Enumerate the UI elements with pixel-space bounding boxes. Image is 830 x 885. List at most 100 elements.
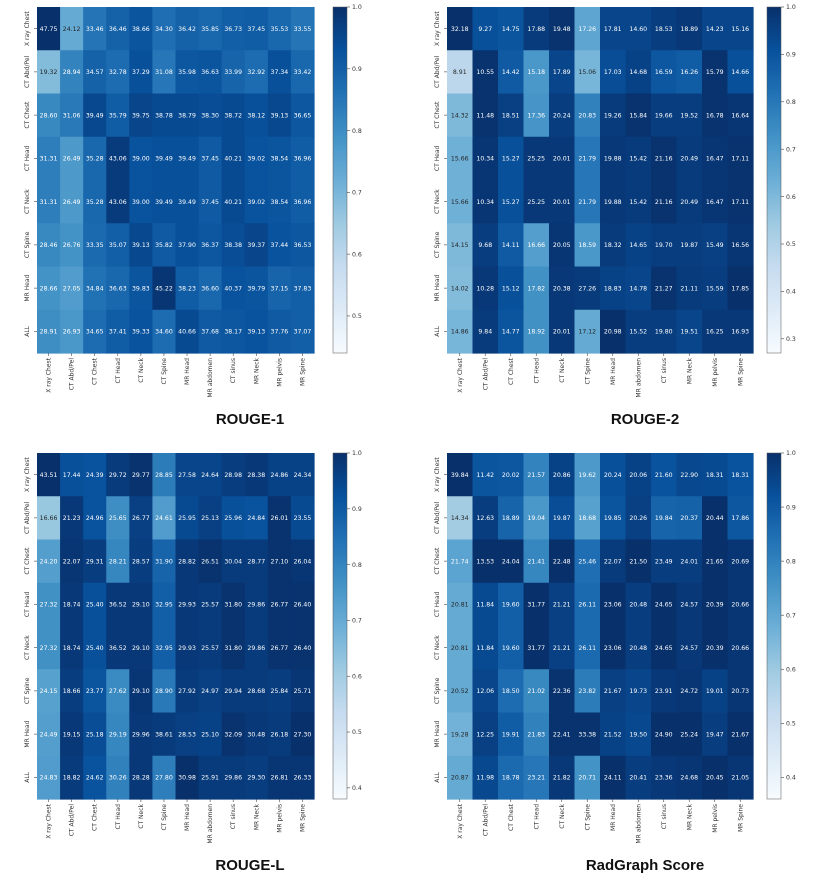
cell-value-label: 20.86 [553, 472, 571, 479]
colorbar-tick-label: 1.0 [352, 4, 362, 11]
row-tick-label: CT Chest [434, 101, 441, 129]
heatmap-cell [244, 582, 269, 627]
cell-value-label: 45.22 [155, 285, 173, 292]
cell-value-label: 21.57 [527, 472, 545, 479]
cell-value-label: 14.32 [451, 112, 469, 119]
col-tick-label: MR pelvis [712, 358, 719, 387]
heatmap-cell [152, 180, 177, 224]
cell-value-label: 28.28 [132, 775, 150, 782]
row-tick-label: X ray Chest [24, 457, 31, 492]
cell-value-label: 23.77 [86, 688, 104, 695]
heatmap-cell [244, 223, 269, 268]
heatmap-cell [651, 669, 678, 714]
cell-value-label: 27.26 [578, 285, 596, 292]
cell-value-label: 20.01 [553, 156, 571, 163]
heatmap-cell [267, 453, 292, 497]
cell-value-label: 19.85 [604, 515, 622, 522]
cell-value-label: 17.11 [731, 199, 749, 206]
cell-value-label: 39.49 [178, 199, 196, 206]
cell-value-label: 28.53 [178, 731, 196, 738]
cell-value-label: 24.49 [40, 731, 58, 738]
heatmap-cell [129, 180, 154, 224]
heatmap-cell [447, 266, 474, 311]
col-tick-label: CT Chest [92, 357, 99, 385]
heatmap-cell [574, 180, 601, 224]
heatmap-cell [290, 180, 315, 224]
heatmap-cell [523, 136, 550, 181]
cell-value-label: 19.15 [63, 731, 81, 738]
cell-value-label: 11.98 [476, 775, 494, 782]
heatmap-cell [651, 50, 678, 95]
heatmap-cell [60, 223, 84, 268]
heatmap-cell [244, 626, 269, 670]
cell-value-label: 23.36 [655, 775, 673, 782]
row-tick-label: CT Head [434, 145, 441, 171]
heatmap-cell [702, 50, 729, 95]
heatmap-cell [498, 496, 525, 541]
cell-value-label: 17.44 [63, 472, 81, 479]
cell-value-label: 39.33 [132, 329, 150, 336]
colorbar [766, 6, 782, 354]
cell-value-label: 18.59 [578, 242, 596, 249]
cell-value-label: 36.73 [224, 26, 242, 33]
cell-value-label: 12.06 [476, 688, 494, 695]
heatmap-cell [175, 93, 200, 138]
heatmap-cell [83, 180, 107, 224]
row-tick-label: CT Abd/Pel [24, 501, 31, 534]
heatmap-cell [129, 50, 154, 95]
cell-value-label: 27.05 [63, 285, 81, 292]
heatmap-cell [523, 582, 550, 627]
heatmap-cell [267, 309, 292, 354]
row-tick-label: X ray Chest [434, 11, 441, 46]
cell-value-label: 25.57 [201, 645, 219, 652]
heatmap-cell [221, 309, 246, 354]
heatmap-cell [37, 266, 61, 311]
cell-value-label: 17.12 [578, 329, 596, 336]
heatmap-cell [290, 453, 315, 497]
heatmap-cell [625, 669, 652, 714]
cell-value-label: 14.02 [451, 285, 469, 292]
col-tick-label: MR pelvis [276, 804, 283, 833]
row-tick-label: ALL [24, 325, 31, 336]
heatmap-cell [37, 7, 61, 51]
cell-value-label: 21.16 [655, 199, 673, 206]
cell-value-label: 33.55 [294, 26, 312, 33]
colorbar-tick-label: 0.3 [786, 336, 796, 343]
colorbar-tick-label: 0.7 [352, 618, 362, 625]
heatmap-cell [244, 180, 269, 224]
cell-value-label: 17.88 [527, 26, 545, 33]
colorbar-tick-label: 0.8 [352, 562, 362, 569]
heatmap-cell [198, 93, 223, 138]
cell-value-label: 37.45 [201, 156, 219, 163]
cell-value-label: 26.40 [294, 602, 312, 609]
cell-value-label: 28.38 [247, 472, 265, 479]
cell-value-label: 19.70 [655, 242, 673, 249]
cell-value-label: 40.66 [178, 329, 196, 336]
cell-value-label: 15.27 [502, 199, 520, 206]
cell-value-label: 27.10 [271, 558, 289, 565]
cell-value-label: 21.67 [731, 731, 749, 738]
row-tick-label: MR Head [434, 720, 441, 747]
cell-value-label: 31.77 [527, 645, 545, 652]
heatmap-cell [221, 223, 246, 268]
cell-value-label: 11.84 [476, 602, 494, 609]
colorbar-tick-label: 0.6 [786, 194, 796, 201]
heatmap-cell [472, 266, 499, 311]
heatmap-cell [37, 223, 61, 268]
heatmap-cell [290, 712, 315, 757]
heatmap-cell [472, 50, 499, 95]
cell-value-label: 20.66 [731, 645, 749, 652]
row-tick-label: ALL [434, 325, 441, 336]
heatmap-cell [702, 669, 729, 714]
heatmap-cell [244, 453, 269, 497]
cell-value-label: 14.77 [502, 329, 520, 336]
colorbar-tick-label: 0.5 [786, 721, 796, 728]
cell-value-label: 15.66 [451, 199, 469, 206]
cell-value-label: 26.33 [294, 775, 312, 782]
col-tick-label: MR Head [610, 358, 617, 385]
heatmap-cell [129, 626, 154, 670]
colorbar-tick-label: 1.0 [352, 450, 362, 457]
col-tick-label: MR Spine [737, 358, 744, 386]
heatmap-cell [651, 626, 678, 670]
heatmap-cell [152, 223, 177, 268]
